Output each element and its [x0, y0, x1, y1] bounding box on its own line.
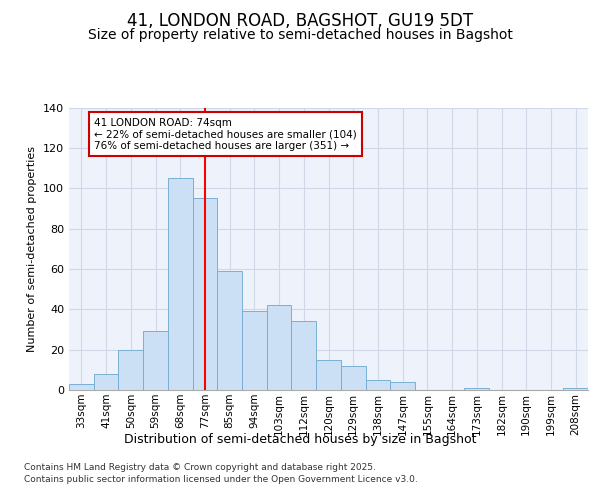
Bar [217, 271, 242, 390]
Text: 41 LONDON ROAD: 74sqm
← 22% of semi-detached houses are smaller (104)
76% of sem: 41 LONDON ROAD: 74sqm ← 22% of semi-deta… [94, 118, 356, 151]
Bar [292, 322, 316, 390]
Bar [316, 360, 341, 390]
Bar [143, 332, 168, 390]
Text: Distribution of semi-detached houses by size in Bagshot: Distribution of semi-detached houses by … [124, 432, 476, 446]
Bar [267, 305, 292, 390]
Bar [193, 198, 217, 390]
Bar [69, 384, 94, 390]
Bar [390, 382, 415, 390]
Bar [242, 312, 267, 390]
Text: Contains HM Land Registry data © Crown copyright and database right 2025.: Contains HM Land Registry data © Crown c… [24, 462, 376, 471]
Text: Size of property relative to semi-detached houses in Bagshot: Size of property relative to semi-detach… [88, 28, 512, 42]
Bar [563, 388, 588, 390]
Bar [365, 380, 390, 390]
Bar [341, 366, 365, 390]
Bar [94, 374, 118, 390]
Text: 41, LONDON ROAD, BAGSHOT, GU19 5DT: 41, LONDON ROAD, BAGSHOT, GU19 5DT [127, 12, 473, 30]
Text: Contains public sector information licensed under the Open Government Licence v3: Contains public sector information licen… [24, 475, 418, 484]
Bar [464, 388, 489, 390]
Bar [168, 178, 193, 390]
Y-axis label: Number of semi-detached properties: Number of semi-detached properties [28, 146, 37, 352]
Bar [118, 350, 143, 390]
